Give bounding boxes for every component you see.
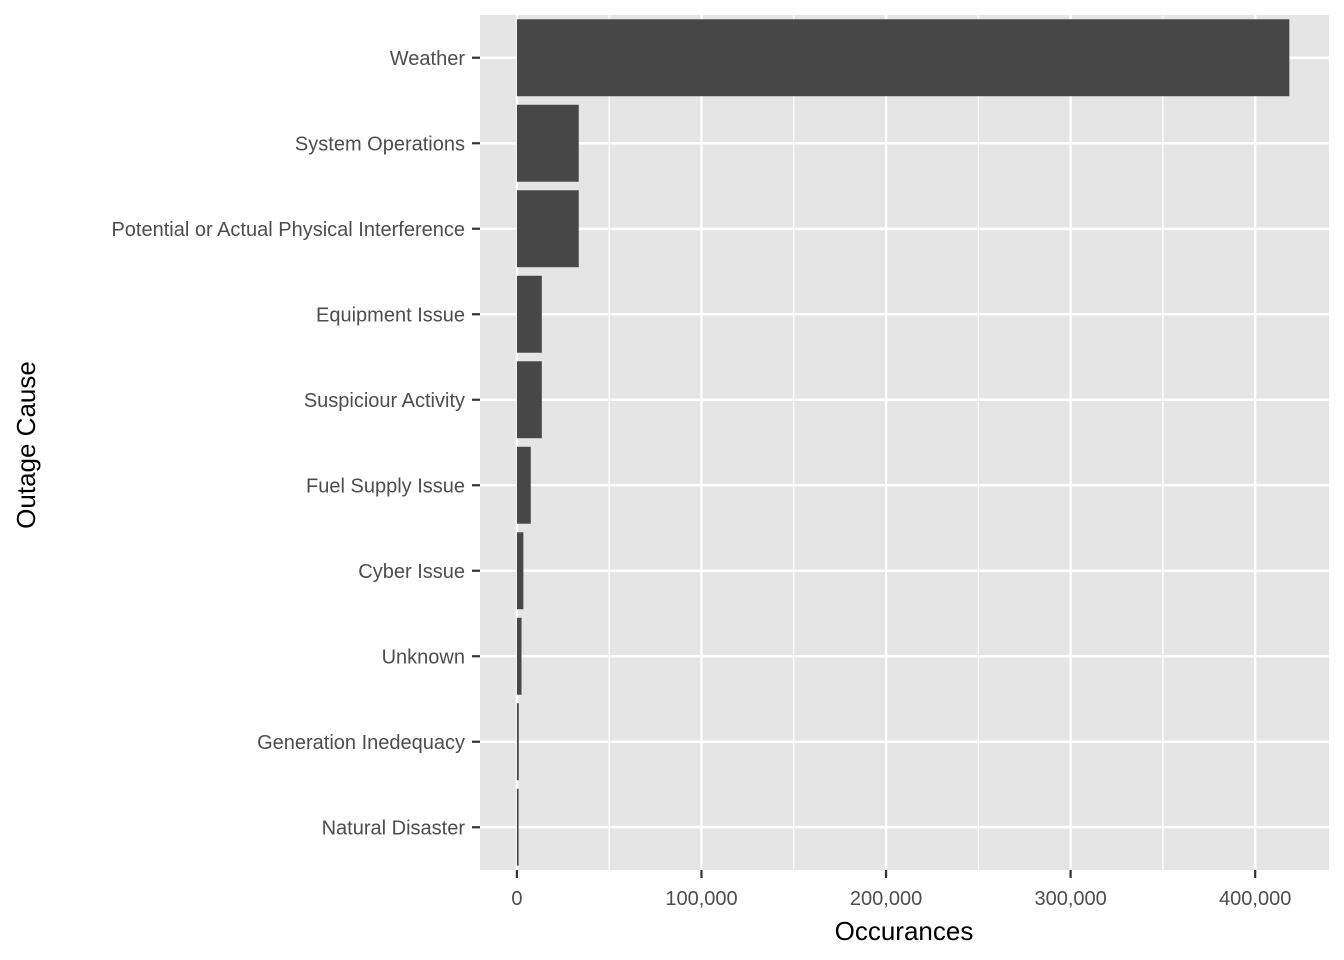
bar xyxy=(516,446,531,524)
y-tick-label: Equipment Issue xyxy=(316,304,465,326)
y-axis: Weather System Operations Potential or Act… xyxy=(111,48,480,839)
y-tick-label: Potential or Actual Physical Interferenc… xyxy=(111,219,465,241)
y-tick-label: Unknown xyxy=(382,646,465,668)
bar xyxy=(516,19,1290,97)
bar xyxy=(516,788,519,866)
bar xyxy=(516,104,579,182)
bar xyxy=(516,532,524,610)
y-axis-title: Outage Cause xyxy=(11,361,41,529)
bar xyxy=(516,617,522,695)
bar xyxy=(516,190,579,268)
x-tick-label: 400,000 xyxy=(1219,888,1291,910)
bar xyxy=(516,275,542,353)
y-tick-label: Fuel Supply Issue xyxy=(306,475,465,497)
x-tick-label: 200,000 xyxy=(850,888,922,910)
plot-panel xyxy=(480,15,1329,870)
bar xyxy=(516,361,542,439)
bar xyxy=(516,703,519,781)
bars xyxy=(516,19,1290,866)
y-tick-label: System Operations xyxy=(295,133,465,155)
x-axis: 0 100,000 200,000 300,000 400,000 xyxy=(511,870,1291,910)
y-tick-label: Cyber Issue xyxy=(358,561,465,583)
y-tick-label: Weather xyxy=(390,48,466,70)
y-tick-label: Generation Inedequacy xyxy=(257,732,465,754)
minor-gridlines xyxy=(608,15,1164,870)
x-tick-label: 0 xyxy=(511,888,522,910)
x-tick-label: 300,000 xyxy=(1034,888,1106,910)
x-axis-title: Occurances xyxy=(835,916,974,946)
y-tick-label: Suspiciour Activity xyxy=(304,390,465,412)
y-tick-label: Natural Disaster xyxy=(322,817,466,839)
x-tick-label: 100,000 xyxy=(665,888,737,910)
